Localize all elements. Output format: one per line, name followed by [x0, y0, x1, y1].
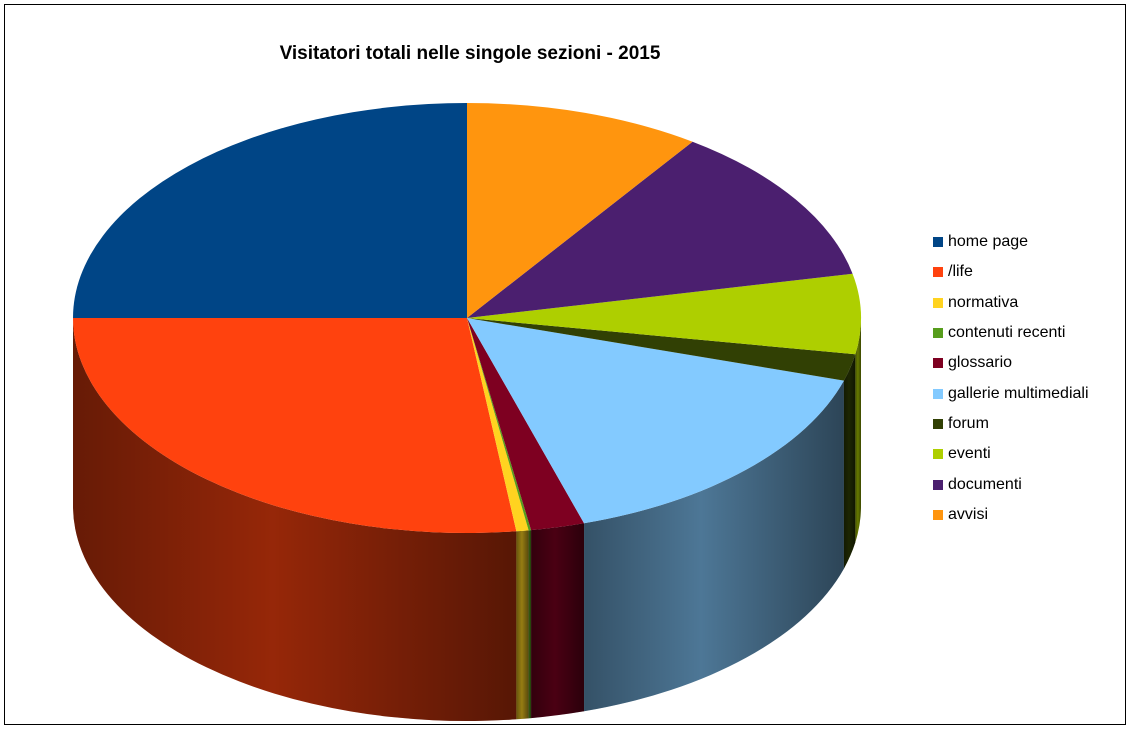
- legend-item-contenuti-recenti: contenuti recenti: [933, 318, 1089, 348]
- pie-slice-life: [73, 318, 517, 534]
- legend-item-avvisi: avvisi: [933, 500, 1089, 530]
- legend-label: glossario: [948, 354, 1013, 372]
- pie-side-shade-glossario: [531, 523, 585, 719]
- legend-swatch: [933, 418, 943, 429]
- legend-swatch: [933, 237, 943, 248]
- legend-item-glossario: glossario: [933, 348, 1089, 378]
- legend-item-home-page: home page: [933, 227, 1089, 257]
- legend-item-normativa: normativa: [933, 288, 1089, 318]
- pie-side-shade-forum: [843, 354, 856, 569]
- chart-title: Visitatori totali nelle singole sezioni …: [279, 43, 661, 64]
- pie-side-shade-normativa: [516, 530, 529, 720]
- legend-swatch: [933, 358, 943, 369]
- legend-swatch: [933, 297, 943, 308]
- legend-item-documenti: documenti: [933, 469, 1089, 499]
- legend-swatch: [933, 479, 943, 490]
- chart-legend: home page/life normativa contenuti recenti…: [933, 227, 1089, 530]
- pie-side-shade-contenuti-recenti: [528, 530, 532, 719]
- legend-label: /life: [948, 263, 973, 281]
- pie-slice-gallerie-multimediali: [467, 318, 844, 524]
- pie-slice-avvisi: [467, 103, 693, 318]
- legend-item-forum: forum: [933, 409, 1089, 439]
- legend-swatch: [933, 388, 943, 399]
- pie-slice-forum: [467, 318, 856, 381]
- pie-slice-eventi: [467, 273, 861, 355]
- legend-swatch: [933, 449, 943, 460]
- legend-swatch: [933, 509, 943, 520]
- chart-frame: Visitatori totali nelle singole sezioni …: [4, 4, 1126, 725]
- legend-label: contenuti recenti: [948, 324, 1066, 342]
- pie-chart: [73, 103, 861, 721]
- pie-slice-contenuti-recenti: [467, 318, 532, 531]
- legend-item-gallerie-multimediali: gallerie multimediali: [933, 378, 1089, 408]
- legend-label: normativa: [948, 293, 1019, 311]
- legend-label: gallerie multimediali: [948, 384, 1089, 402]
- pie-slice-home-page: [73, 103, 467, 318]
- pie-slice-normativa: [467, 318, 529, 532]
- legend-swatch: [933, 328, 943, 339]
- pie-slice-glossario: [467, 318, 585, 531]
- pie-slice-documenti: [467, 141, 853, 318]
- legend-label: eventi: [948, 445, 991, 463]
- pie-side-shade-life: [73, 318, 517, 721]
- legend-item-eventi: eventi: [933, 439, 1089, 469]
- legend-swatch: [933, 267, 943, 278]
- legend-label: forum: [948, 414, 989, 432]
- pie-side-shade-gallerie-multimediali: [584, 380, 844, 712]
- legend-label: home page: [948, 233, 1029, 251]
- legend-label: avvisi: [948, 505, 989, 523]
- legend-label: documenti: [948, 475, 1022, 493]
- pie-side-shade-eventi: [855, 318, 861, 543]
- legend-item-life: /life: [933, 257, 1089, 287]
